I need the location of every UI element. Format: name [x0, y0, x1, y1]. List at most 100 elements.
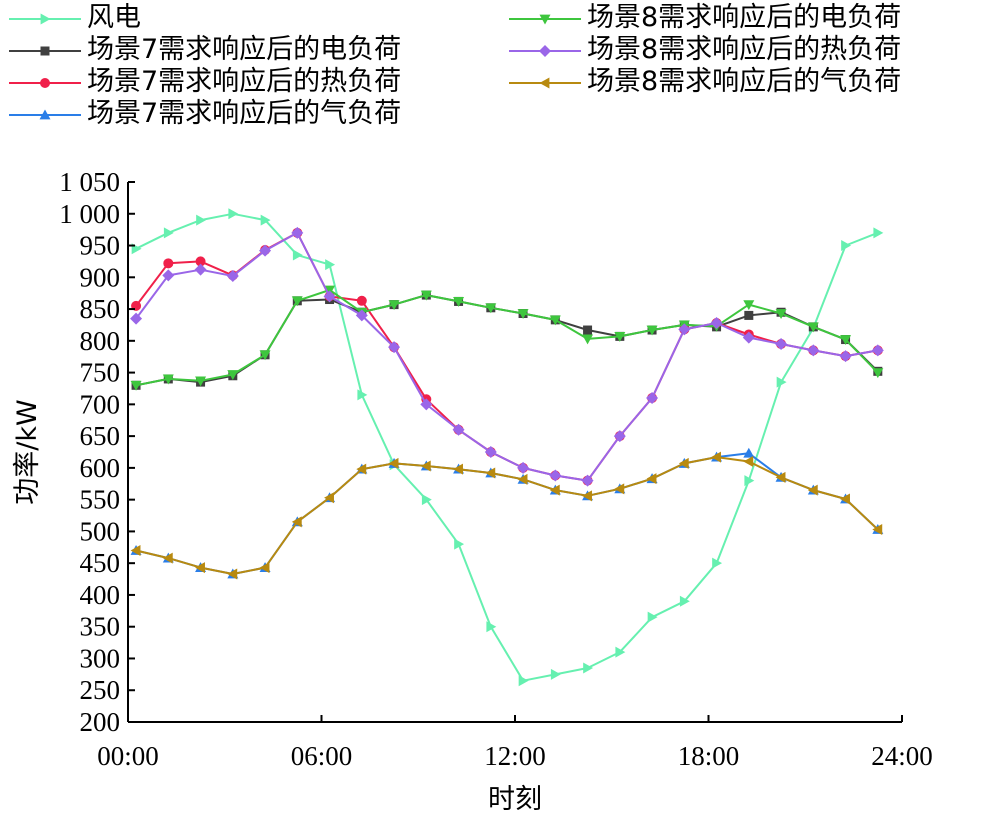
- data-point-s8-gas: [195, 562, 205, 574]
- series-line-s7-gas: [135, 452, 879, 575]
- legend-label-s7-electric: 场景7需求响应后的电负荷: [87, 34, 402, 65]
- y-tick-label: 600: [80, 453, 121, 483]
- data-point-s8-heat: [452, 423, 465, 436]
- data-point-s7-heat: [356, 295, 367, 306]
- data-point-s8-gas: [420, 460, 431, 472]
- legend-swatch-marker: [39, 109, 51, 120]
- series-line-s8-electric: [135, 289, 879, 387]
- y-axis-title: 功率/kW: [12, 399, 43, 504]
- y-tick-label: 450: [80, 548, 121, 578]
- data-point-s8-gas: [517, 473, 528, 485]
- y-tick-label: 300: [80, 643, 121, 673]
- data-point-s8-electric: [807, 322, 819, 333]
- data-point-s8-gas: [775, 471, 786, 483]
- data-point-s8-heat: [355, 309, 368, 322]
- data-point-s8-gas: [549, 484, 560, 496]
- legend-swatch-s8-electric: [509, 14, 581, 25]
- data-point-wind: [486, 621, 497, 633]
- y-tick-label: 1 000: [59, 199, 120, 229]
- legend-label-wind: 风电: [87, 2, 141, 33]
- data-point-s8-gas: [162, 552, 173, 564]
- data-point-s8-heat: [807, 344, 820, 357]
- data-point-s8-gas: [227, 568, 238, 580]
- data-point-wind: [615, 646, 626, 658]
- data-point-s8-heat: [130, 312, 143, 325]
- data-point-s8-gas: [582, 490, 592, 502]
- legend-label-s8-gas: 场景8需求响应后的气负荷: [587, 66, 902, 97]
- data-point-wind: [260, 214, 271, 226]
- legend-label-s8-heat: 场景8需求响应后的热负荷: [587, 34, 902, 65]
- data-point-s8-gas: [678, 457, 689, 469]
- y-tick-label: 400: [80, 580, 121, 610]
- axes-layer: [127, 182, 902, 723]
- data-point-s8-electric: [291, 296, 303, 307]
- data-point-s7-heat: [163, 258, 174, 269]
- data-point-s8-heat: [775, 338, 788, 350]
- data-point-s8-heat: [613, 430, 626, 443]
- data-point-wind: [679, 595, 690, 607]
- legend-swatch-marker: [40, 46, 50, 56]
- data-point-wind: [841, 240, 852, 252]
- data-point-wind: [550, 668, 561, 680]
- series-line-wind: [135, 212, 879, 682]
- data-point-s8-electric: [227, 370, 239, 380]
- data-point-s8-electric: [840, 335, 852, 346]
- data-point-s8-electric: [646, 325, 658, 336]
- data-point-s8-heat: [291, 226, 304, 239]
- legend-swatch-marker: [40, 13, 51, 25]
- y-tick-label: 850: [80, 294, 121, 324]
- legend-swatch-s8-heat: [509, 45, 581, 57]
- data-point-wind: [454, 538, 465, 550]
- data-point-s7-gas: [743, 447, 755, 458]
- series-s8-electric: [130, 285, 884, 391]
- data-point-s8-electric: [162, 374, 174, 385]
- x-tick-label: 06:00: [291, 741, 353, 771]
- y-tick-label: 800: [80, 326, 121, 356]
- legend-swatch-marker: [539, 77, 550, 89]
- x-axis-title: 时刻: [488, 784, 542, 815]
- series-wind: [131, 208, 884, 687]
- y-tick-label: 1 050: [59, 167, 120, 197]
- legend-swatch-marker: [539, 45, 551, 57]
- data-point-s8-heat: [710, 317, 723, 330]
- series-s7-gas: [130, 447, 884, 579]
- y-tick-label: 650: [80, 421, 121, 451]
- data-point-s8-heat: [678, 323, 691, 336]
- data-point-wind: [873, 227, 884, 239]
- legend-swatch-s7-electric: [9, 46, 81, 56]
- data-point-s8-gas: [743, 456, 754, 468]
- data-point-wind: [228, 208, 239, 220]
- data-point-s8-electric: [872, 368, 884, 379]
- data-point-s8-electric: [614, 331, 626, 342]
- data-point-s8-electric: [453, 297, 465, 307]
- data-point-s8-electric: [775, 309, 787, 320]
- y-tick-label: 550: [80, 485, 121, 515]
- data-point-wind: [163, 227, 174, 239]
- data-point-s8-electric: [582, 334, 594, 345]
- y-tick-label: 200: [80, 707, 121, 737]
- data-point-s8-electric: [485, 303, 497, 314]
- data-point-s8-electric: [420, 290, 432, 301]
- data-point-wind: [583, 662, 594, 674]
- data-point-s8-electric: [549, 315, 561, 326]
- legend-swatch-s7-heat: [9, 78, 81, 88]
- data-point-s8-electric: [259, 350, 271, 361]
- data-point-s8-heat: [517, 461, 530, 474]
- data-point-s8-heat: [420, 398, 433, 411]
- data-point-wind: [647, 611, 658, 623]
- legend-swatch-s7-gas: [9, 109, 81, 120]
- data-point-s8-gas: [324, 492, 334, 504]
- data-point-s8-heat: [871, 344, 884, 357]
- data-point-s8-heat: [226, 270, 239, 283]
- y-tick-label: 950: [80, 231, 121, 261]
- data-point-s8-electric: [195, 376, 207, 387]
- data-point-s8-gas: [356, 463, 367, 475]
- legend-swatch-s8-gas: [509, 77, 581, 89]
- data-point-wind: [776, 376, 787, 388]
- series-s8-heat: [130, 226, 884, 487]
- legend-swatch-wind: [9, 13, 81, 25]
- data-point-wind: [744, 475, 755, 487]
- y-tick-label: 700: [80, 389, 121, 419]
- y-tick-label: 750: [80, 358, 121, 388]
